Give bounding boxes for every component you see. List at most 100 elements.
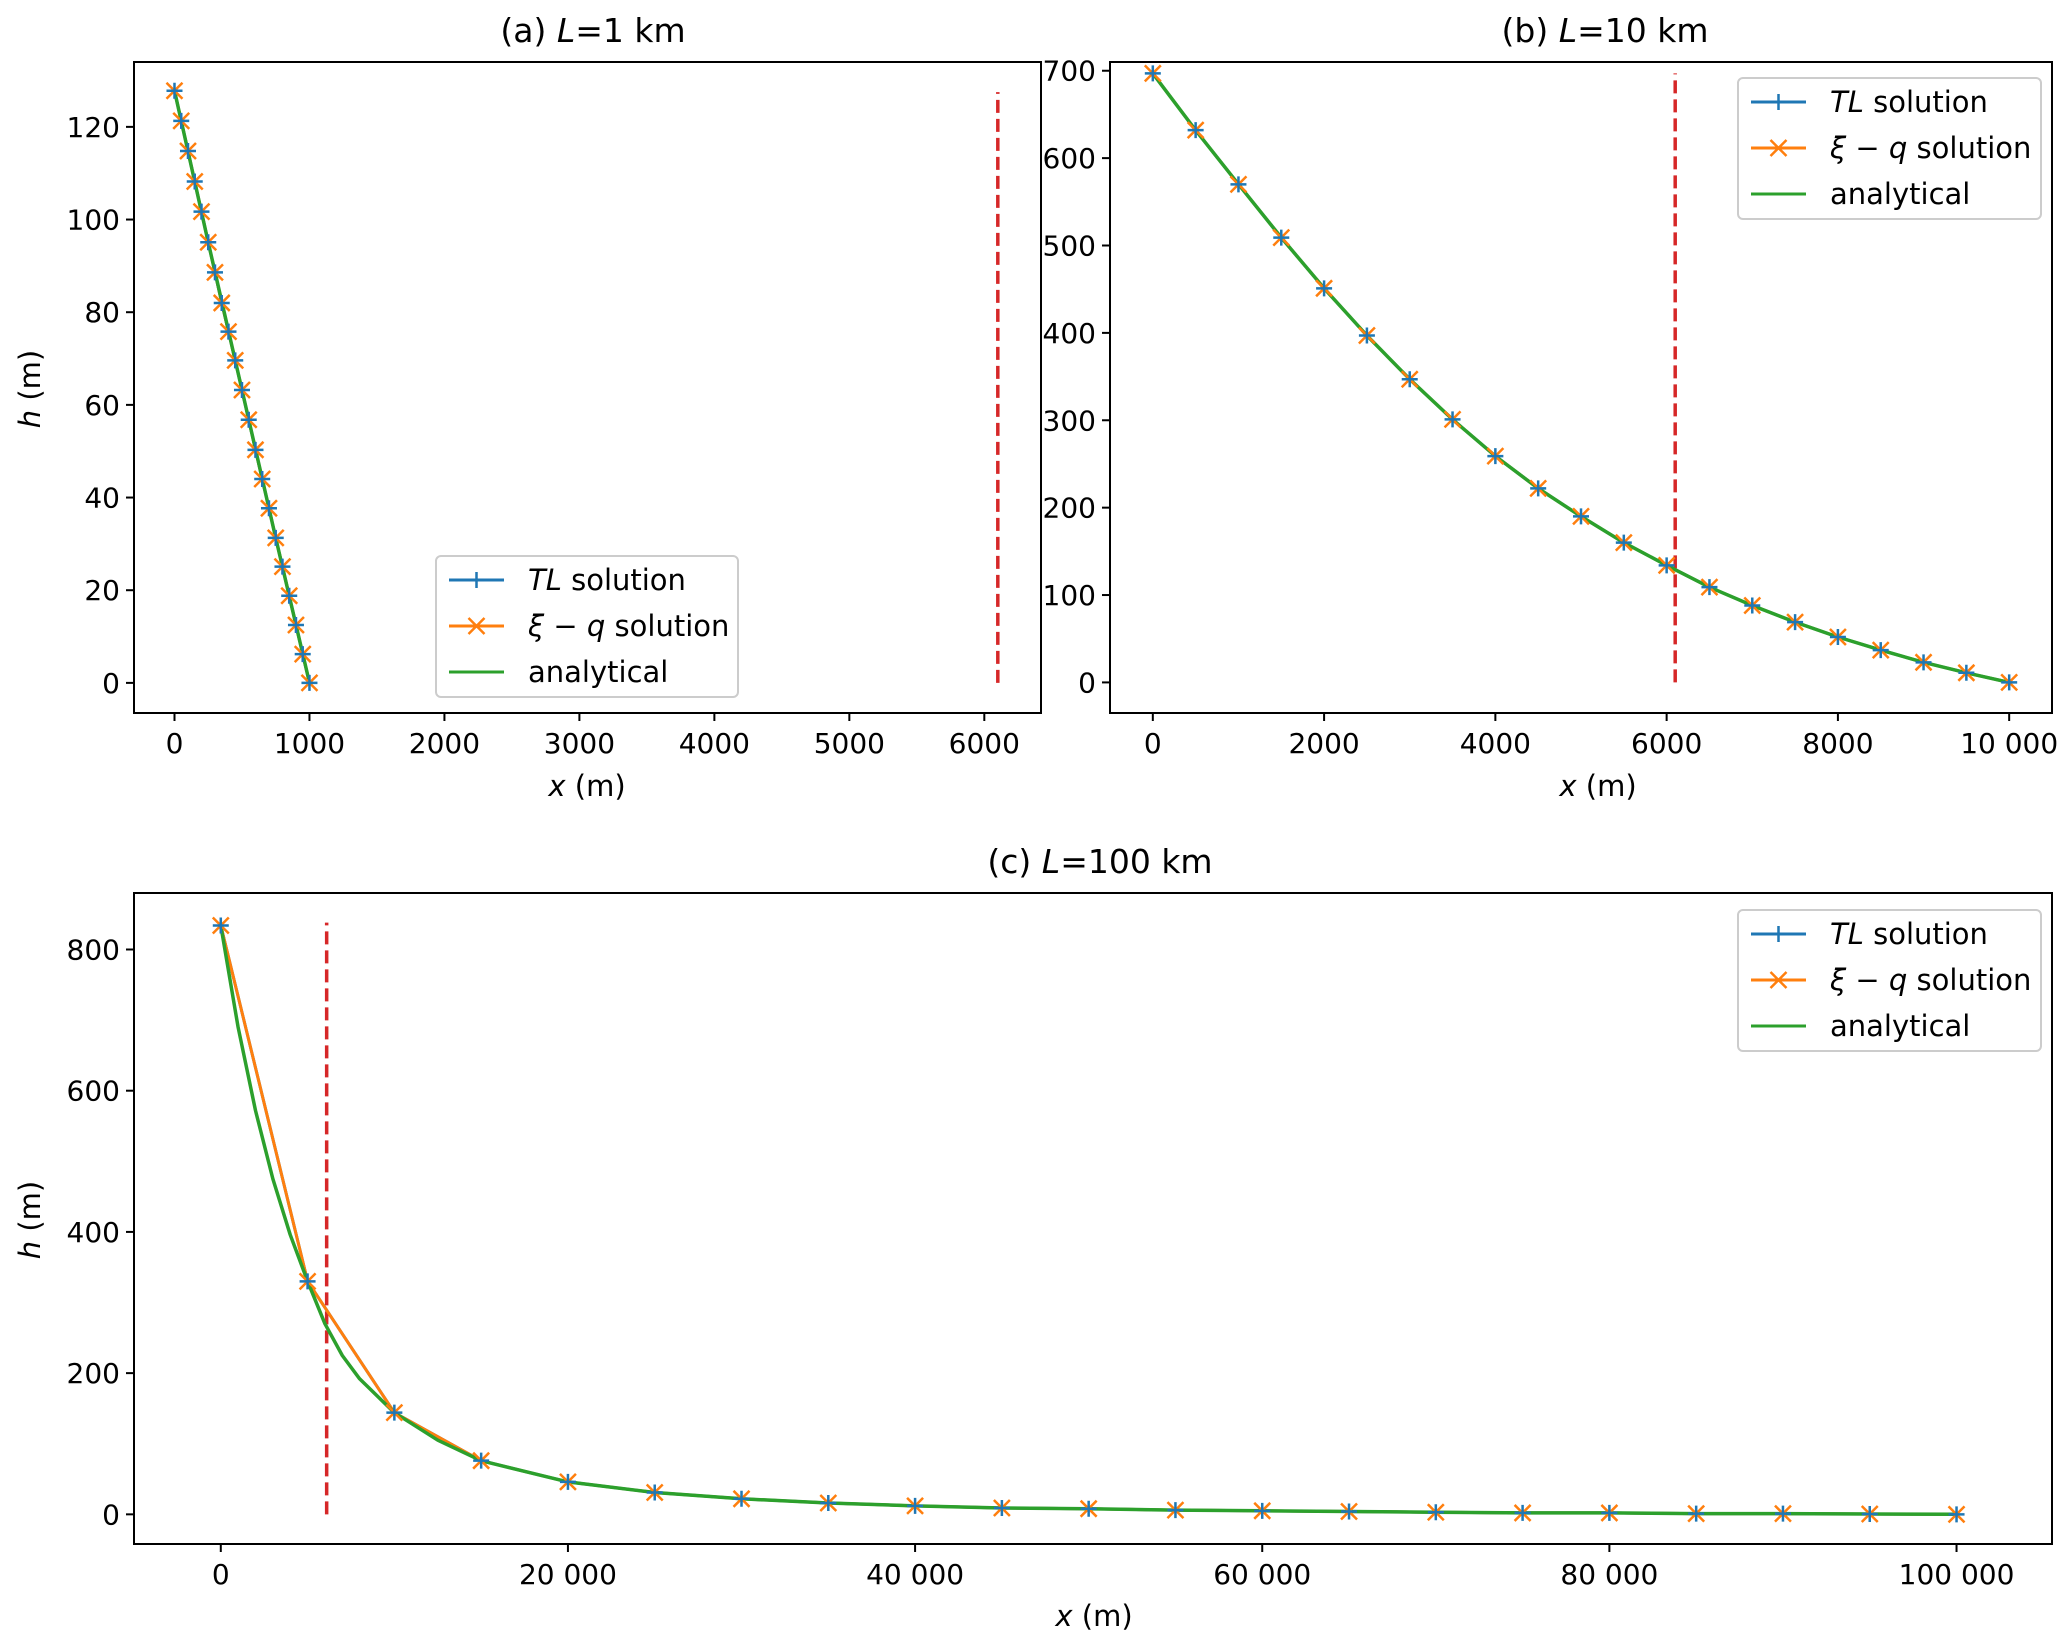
panel-c-y-tick-label: 600	[67, 1075, 120, 1108]
panel-a-x-tick-label: 5000	[814, 727, 885, 760]
panel-c-x-tick-label: 20 000	[519, 1558, 617, 1591]
panel-a-x-tick-label: 6000	[949, 727, 1020, 760]
panel-a-x-tick-label: 0	[166, 727, 184, 760]
panel-b-y-tick-label: 300	[1043, 404, 1096, 437]
panel-c-axes-frame	[133, 892, 2053, 1545]
panel-c-legend-label: ξ − q solution	[1829, 963, 2031, 997]
panel-a: (a) L=1 km 0 1000 2000 3000 4000 5000 6000 0 20…	[13, 11, 1042, 803]
panel-a-legend: TL solution ξ − q solution analytical	[435, 555, 739, 698]
panel-b-tl-marker	[1401, 371, 1418, 388]
panel-b-tl-marker	[1787, 614, 1804, 631]
panel-c-tl-marker	[907, 1497, 924, 1514]
panel-c-y-axis: 0 200 400 600 800	[67, 933, 134, 1531]
panel-b-y-tick-label: 200	[1043, 492, 1096, 525]
panel-c-legend: TL solution ξ − q solution analytical	[1737, 909, 2042, 1052]
panel-b-y-axis: 0 100 200 300 400 500 600 700	[1043, 55, 1110, 699]
panel-a-plot-area	[165, 81, 1000, 692]
panel-c-tl-marker	[1254, 1502, 1271, 1519]
panel-c-tl-marker	[993, 1499, 1010, 1516]
panel-a-tl-marker	[254, 471, 271, 488]
panel-a-y-tick-label: 60	[84, 389, 120, 422]
panel-b-tl-marker	[1187, 122, 1204, 139]
panel-b-x-tick-label: 8000	[1802, 727, 1873, 760]
panel-a-x-axis: 0 1000 2000 3000 4000 5000 6000	[166, 713, 1020, 760]
panel-b-legend-label: ξ − q solution	[1829, 131, 2031, 165]
panel-c-series-group	[211, 916, 1966, 1524]
panel-c-x-tick-label: 100 000	[1899, 1558, 2015, 1591]
panel-b-tl-marker	[1615, 534, 1632, 551]
panel-b-title: (b) L=10 km	[1502, 11, 1709, 50]
panel-c-tl-marker	[1688, 1505, 1705, 1522]
panel-a-x-tick-label: 1000	[274, 727, 345, 760]
panel-a-series-group	[165, 81, 1000, 692]
panel-b-tl-marker	[1915, 654, 1932, 671]
panel-c-legend-frame	[1737, 909, 2042, 1052]
panel-a-legend-label: TL solution	[528, 563, 686, 597]
panel-a-tl-marker	[186, 173, 203, 190]
panel-c-x-tick-label: 60 000	[1213, 1558, 1311, 1591]
panel-b-x-axis-label: x (m)	[1558, 769, 1636, 803]
panel-c-title: (c) L=100 km	[987, 842, 1212, 881]
panel-a-tl-marker	[233, 382, 250, 399]
panel-c-tl-marker	[1514, 1504, 1531, 1521]
panel-b-plot-area	[1143, 64, 2019, 692]
panel-a-tl-marker	[193, 203, 210, 220]
panel-b-x-tick-label: 2000	[1288, 727, 1359, 760]
panel-a-y-tick-label: 0	[102, 667, 120, 700]
panel-b-tl-marker	[1230, 176, 1247, 193]
panel-a-axes-frame	[133, 61, 1042, 714]
panel-c-x-tick-label: 0	[212, 1558, 230, 1591]
panel-a-tl-marker	[267, 529, 284, 546]
panel-a-x-tick-label: 2000	[409, 727, 480, 760]
panel-a-tl-marker	[220, 323, 237, 340]
panel-a-tl-marker	[247, 441, 264, 458]
panel-c-tl-marker	[1601, 1504, 1618, 1521]
panel-b-x-tick-label: 6000	[1631, 727, 1702, 760]
panel-b-x-axis: 0 2000 4000 6000 8000 10 000	[1144, 713, 2058, 760]
panel-b-y-tick-label: 600	[1043, 142, 1096, 175]
panel-b-tl-marker	[1573, 508, 1589, 525]
panel-a-tl-marker	[213, 294, 230, 311]
panel-a-tl-marker	[240, 411, 257, 428]
panel-c-legend-plus-marker	[1770, 926, 1787, 942]
panel-b-tl-marker	[1829, 628, 1846, 645]
panel-c-tl-marker	[559, 1473, 576, 1490]
panel-a-tl-marker	[301, 674, 318, 691]
panel-a-y-tick-label: 120	[67, 111, 120, 144]
panel-b-x-tick-label: 10 000	[1960, 727, 2058, 760]
panel-b-tl-marker	[1958, 664, 1975, 681]
panel-a-legend-label: ξ − q solution	[527, 609, 729, 643]
panel-b-y-tick-label: 700	[1043, 55, 1096, 88]
panel-a-tl-marker	[260, 500, 277, 517]
panel-c-legend-label: TL solution	[1830, 917, 1988, 951]
panel-c-tl-marker	[733, 1490, 750, 1507]
panel-a-title: (a) L=1 km	[500, 11, 685, 50]
panel-b-x-tick-label: 0	[1144, 727, 1162, 760]
panel-b-y-tick-label: 400	[1043, 317, 1096, 350]
panel-b-tl-marker	[1316, 280, 1333, 297]
panel-a-tl-marker	[287, 616, 304, 633]
panel-c-tl-marker	[1167, 1502, 1184, 1519]
panel-c: (c) L=100 km 0 20 000 40 000 60 000 80 000 10…	[13, 842, 2053, 1633]
panel-a-tl-marker	[173, 112, 190, 129]
panel-c-legend-x-marker	[1769, 971, 1788, 989]
panel-c-y-axis-label: h (m)	[13, 1181, 47, 1260]
panel-b-y-tick-label: 0	[1078, 666, 1096, 699]
panel-a-legend-frame	[435, 555, 739, 698]
panel-b-tl-marker	[1530, 480, 1547, 497]
panel-a-y-tick-label: 80	[84, 296, 120, 329]
panel-b-legend-label: TL solution	[1830, 85, 1988, 119]
panel-a-tl-marker	[294, 646, 311, 663]
panel-a-tl-marker	[274, 558, 291, 575]
panel-c-tl-marker	[473, 1452, 490, 1469]
panel-b: (b) L=10 km 0 2000 4000 6000 8000 10 000 0 100…	[1043, 11, 2059, 803]
panel-c-y-tick-label: 0	[102, 1498, 120, 1531]
panel-c-x-axis: 0 20 000 40 000 60 000 80 000 100 000	[212, 1544, 2015, 1591]
panel-b-tl-marker	[1144, 65, 1161, 82]
panel-c-x-tick-label: 40 000	[866, 1558, 964, 1591]
panel-b-tl-marker	[1444, 411, 1461, 428]
panel-a-y-axis: 0 20 40 60 80 100 120	[67, 111, 134, 700]
panel-c-tl-marker	[1427, 1504, 1444, 1521]
